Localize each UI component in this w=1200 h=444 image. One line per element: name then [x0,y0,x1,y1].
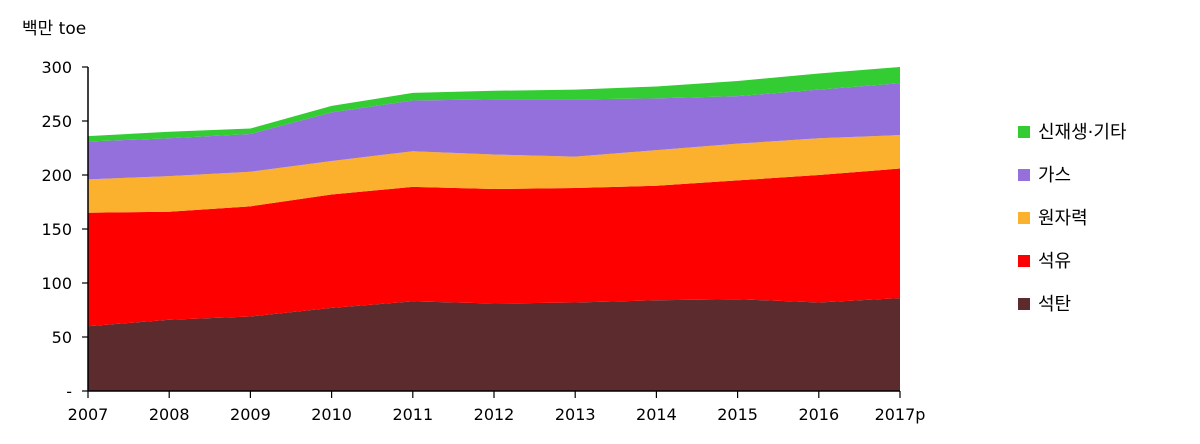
legend-label: 원자력 [1038,208,1088,229]
legend-swatch [1018,126,1030,138]
x-tick-label: 2017p [875,405,926,424]
y-tick-label: 100 [41,274,72,293]
area-series-1 [88,298,900,391]
y-tick-label: 250 [41,112,72,131]
area-series-4 [88,83,900,180]
x-tick-label: 2013 [555,405,596,424]
legend-swatch [1018,169,1030,181]
area-layers [88,67,900,391]
y-tick-label: 150 [41,220,72,239]
x-tick-label: 2015 [717,405,758,424]
y-tick-label: 50 [52,328,72,347]
area-series-3 [88,135,900,213]
legend-label: 석유 [1038,251,1071,272]
legend-label: 석탄 [1038,294,1071,315]
legend-label: 가스 [1038,165,1071,186]
x-tick-label: 2014 [636,405,677,424]
legend-swatch [1018,212,1030,224]
x-tick-label: 2010 [311,405,352,424]
unit-label: 백만 toe [22,19,86,39]
legend-swatch [1018,298,1030,310]
legend-label: 신재생·기타 [1038,122,1127,143]
x-tick-label: 2016 [798,405,839,424]
area-series-2 [88,168,900,327]
x-tick-label: 2012 [474,405,515,424]
x-tick-label: 2009 [230,405,271,424]
y-tick-label: - [66,382,72,401]
x-tick-label: 2011 [392,405,433,424]
y-tick-label: 300 [41,58,72,77]
area-series-5 [88,67,900,142]
x-tick-label: 2007 [68,405,109,424]
x-tick-label: 2008 [149,405,190,424]
y-tick-label: 200 [41,166,72,185]
axes: - 50 100 150 200 250 300 2007 2008 2009 2010 2011 20… [41,58,925,424]
legend-swatch [1018,255,1030,267]
